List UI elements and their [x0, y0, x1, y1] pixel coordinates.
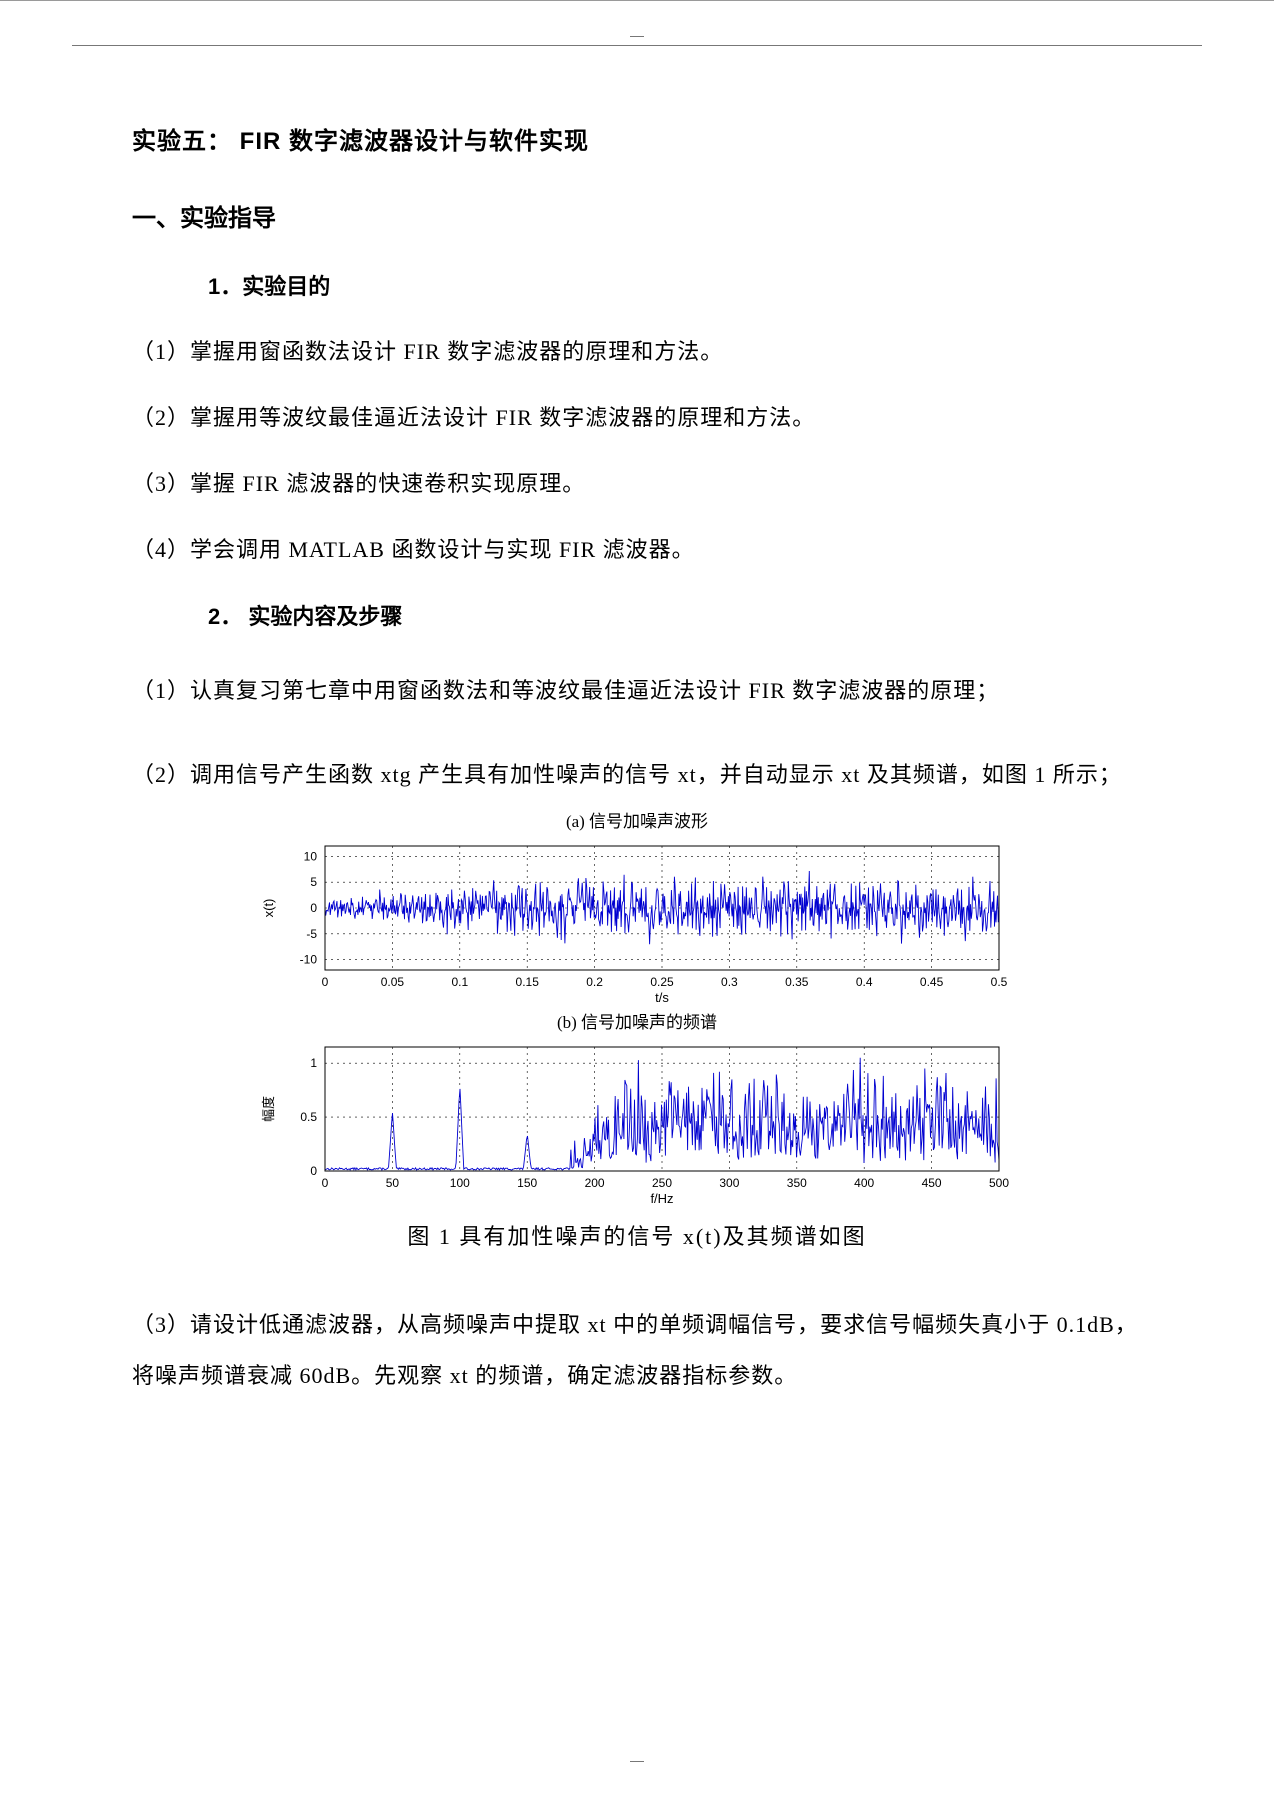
section-1-heading: 一、实验指导	[132, 198, 1142, 233]
svg-text:0.45: 0.45	[920, 975, 944, 989]
svg-text:300: 300	[719, 1176, 739, 1190]
title: 实验五： FIR 数字滤波器设计与软件实现	[132, 121, 1142, 156]
chart-b: 0 50 100 150 200 250 300 350 400 450 500 0 0.5 1 f/Hz 幅…	[257, 1037, 1017, 1207]
svg-text:0: 0	[310, 1164, 317, 1178]
svg-text:0.3: 0.3	[721, 975, 738, 989]
svg-text:450: 450	[922, 1176, 942, 1190]
svg-text:50: 50	[386, 1176, 400, 1190]
svg-text:0.5: 0.5	[300, 1110, 317, 1124]
svg-text:-10: -10	[300, 952, 318, 966]
footer-dash	[630, 1761, 644, 1762]
item-2-1: （1）认真复习第七章中用窗函数法和等波纹最佳逼近法设计 FIR 数字滤波器的原理…	[132, 665, 1142, 717]
svg-text:400: 400	[854, 1176, 874, 1190]
subheading-1: 1．实验目的	[132, 269, 1142, 301]
svg-text:0: 0	[322, 1176, 329, 1190]
svg-text:-5: -5	[306, 927, 317, 941]
subheading-2: 2． 实验内容及步骤	[132, 599, 1142, 631]
chart-a-title: (a) 信号加噪声波形	[257, 807, 1017, 832]
svg-text:100: 100	[450, 1176, 470, 1190]
svg-text:0.4: 0.4	[856, 975, 873, 989]
svg-text:0: 0	[322, 975, 329, 989]
svg-text:10: 10	[304, 849, 318, 863]
item-2-2: （2）调用信号产生函数 xtg 产生具有加性噪声的信号 xt，并自动显示 xt …	[132, 749, 1142, 801]
svg-text:0.5: 0.5	[991, 975, 1008, 989]
svg-text:350: 350	[787, 1176, 807, 1190]
chart-a: 0 0.05 0.1 0.15 0.2 0.25 0.3 0.35 0.4 0.45 0.5 -10 -…	[257, 836, 1017, 1006]
item-1-1: （1）掌握用窗函数法设计 FIR 数字滤波器的原理和方法。	[132, 335, 1142, 369]
svg-text:x(t): x(t)	[261, 898, 276, 917]
header-dash	[630, 36, 644, 37]
svg-text:5: 5	[310, 875, 317, 889]
item-2-3: （3）请设计低通滤波器，从高频噪声中提取 xt 中的单频调幅信号，要求信号幅频失…	[132, 1299, 1142, 1402]
item-1-3: （3）掌握 FIR 滤波器的快速卷积实现原理。	[132, 467, 1142, 501]
svg-text:t/s: t/s	[655, 990, 669, 1005]
svg-text:0.15: 0.15	[516, 975, 540, 989]
chart-b-title: (b) 信号加噪声的频谱	[257, 1008, 1017, 1033]
svg-text:0: 0	[310, 901, 317, 915]
svg-text:200: 200	[585, 1176, 605, 1190]
item-1-2: （2）掌握用等波纹最佳逼近法设计 FIR 数字滤波器的原理和方法。	[132, 401, 1142, 435]
svg-text:幅度: 幅度	[261, 1096, 276, 1122]
svg-text:250: 250	[652, 1176, 672, 1190]
figure-1: (a) 信号加噪声波形 0 0.05 0.1 0.15 0.2 0.25 0.3 0.35 0.…	[257, 807, 1017, 1207]
svg-text:0.2: 0.2	[586, 975, 603, 989]
figure-1-caption: 图 1 具有加性噪声的信号 x(t)及其频谱如图	[132, 1219, 1142, 1251]
svg-text:0.25: 0.25	[650, 975, 674, 989]
item-1-4: （4）学会调用 MATLAB 函数设计与实现 FIR 滤波器。	[132, 533, 1142, 567]
svg-text:150: 150	[517, 1176, 537, 1190]
svg-text:0.35: 0.35	[785, 975, 809, 989]
svg-text:1: 1	[310, 1056, 317, 1070]
header-rule	[72, 45, 1202, 46]
svg-text:0.1: 0.1	[451, 975, 468, 989]
svg-text:500: 500	[989, 1176, 1009, 1190]
content-area: 实验五： FIR 数字滤波器设计与软件实现 一、实验指导 1．实验目的 （1）掌…	[132, 121, 1142, 1402]
svg-text:0.05: 0.05	[381, 975, 405, 989]
svg-text:f/Hz: f/Hz	[650, 1191, 673, 1206]
page: 实验五： FIR 数字滤波器设计与软件实现 一、实验指导 1．实验目的 （1）掌…	[0, 0, 1274, 1804]
